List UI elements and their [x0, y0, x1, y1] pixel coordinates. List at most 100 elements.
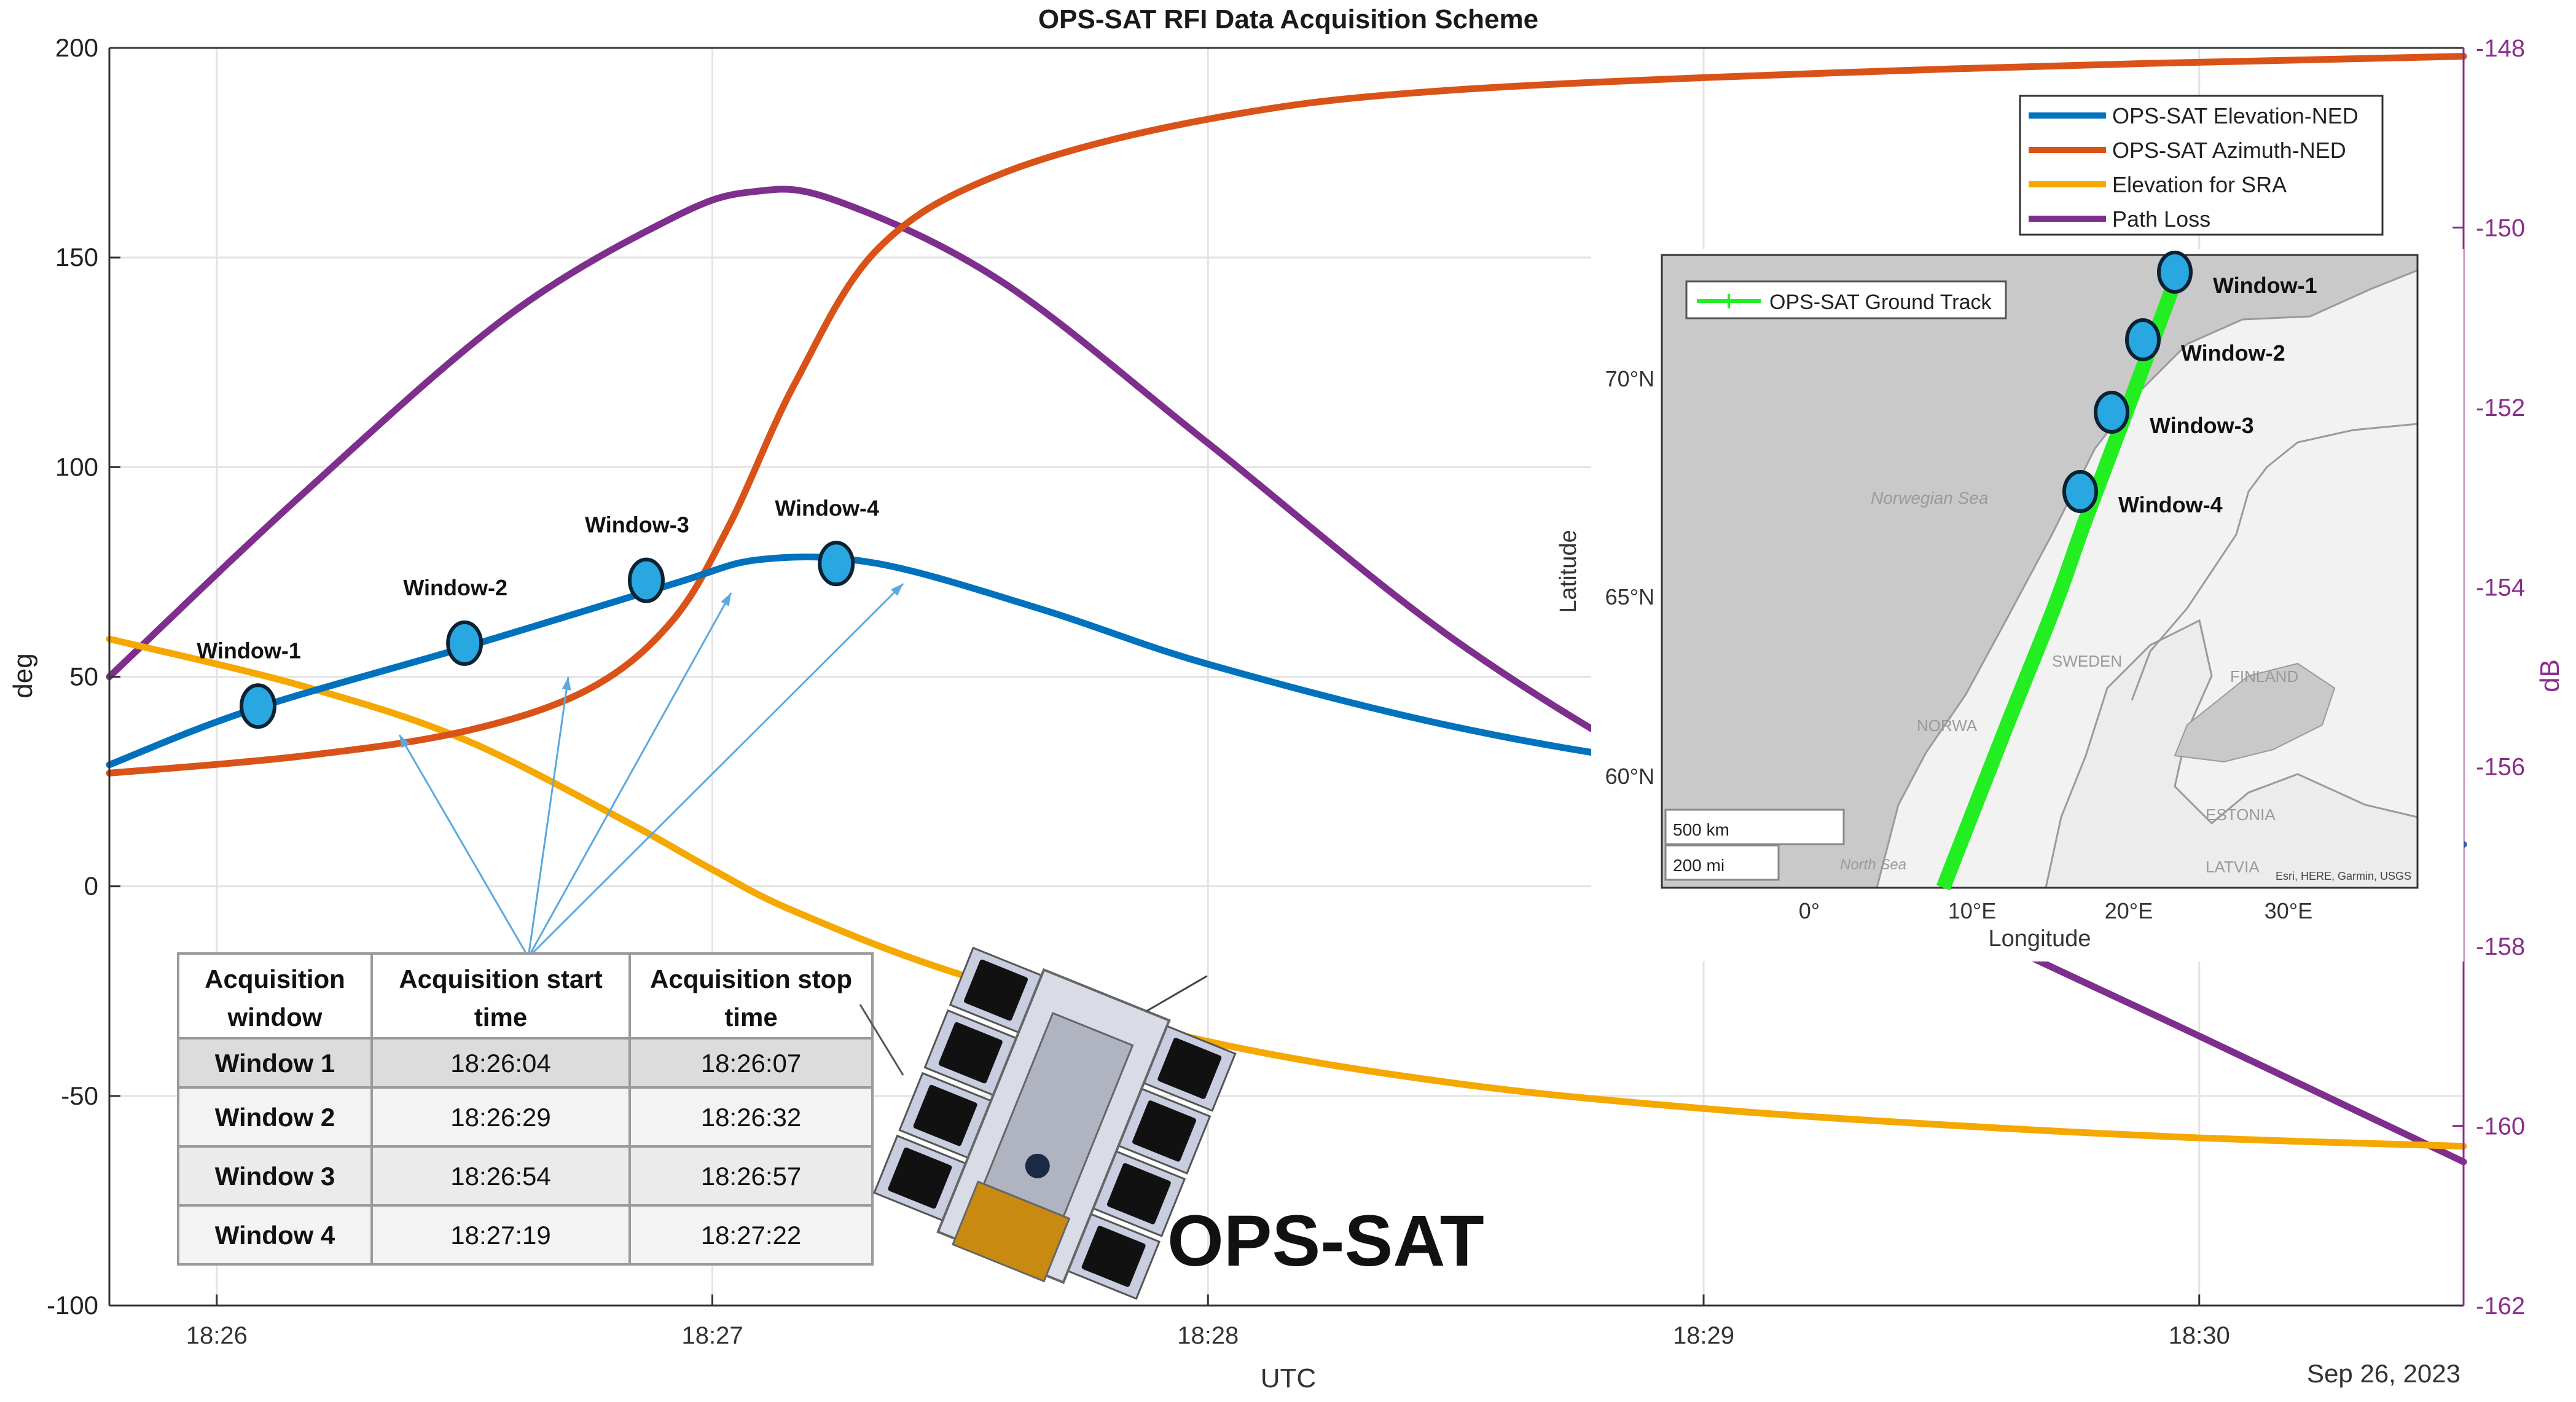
map-legend-label: OPS-SAT Ground Track	[1769, 291, 1992, 314]
legend-box	[2019, 95, 2384, 236]
table-header-text: time	[474, 1003, 527, 1032]
map-place-label: Norwegian Sea	[1871, 488, 1988, 507]
solar-cell	[888, 1147, 952, 1209]
map-attribution: Esri, HERE, Garmin, USGS	[2276, 870, 2411, 882]
acquisition-table: Acquisition window Acquisition start time Ac…	[177, 952, 904, 1266]
table-row-label: Window 2	[215, 1103, 335, 1132]
lat-tick-label: 65°N	[1605, 584, 1654, 609]
y-tick-label: 200	[55, 33, 98, 62]
satellite-label: OPS-SAT	[1167, 1200, 1484, 1282]
table-row-label: Window 4	[215, 1221, 335, 1250]
satellite-illustration	[873, 946, 1237, 1300]
arrow-line	[398, 734, 530, 958]
table-header-text: Acquisition start	[399, 965, 602, 993]
solar-cell	[1081, 1226, 1146, 1287]
lon-tick-label: 30°E	[2265, 898, 2312, 923]
y2-tick-label: -152	[2476, 394, 2525, 421]
lat-tick-label: 60°N	[1605, 764, 1654, 789]
y-tick-label: -100	[47, 1291, 98, 1320]
y2-tick-label: -154	[2476, 574, 2525, 601]
y2-tick-label: -158	[2476, 933, 2525, 960]
map-place-label: North Sea	[1840, 856, 1906, 873]
arrow-head	[891, 584, 903, 596]
y-tick-label: 100	[55, 452, 98, 481]
table-header-text: Acquisition	[205, 965, 345, 993]
map-window-marker	[2157, 251, 2193, 294]
map-land	[1876, 269, 2417, 888]
scale-label-km: 500 km	[1673, 820, 1729, 839]
arrow-head	[562, 677, 571, 691]
map-window-label: Window-3	[2150, 413, 2254, 438]
camera-lens	[1025, 1153, 1050, 1178]
table-header-text: Acquisition stop	[650, 965, 852, 993]
x-tick-label: 18:26	[186, 1322, 248, 1349]
map-window-marker	[2062, 470, 2098, 513]
map-place-label: LATVIA	[2206, 858, 2260, 876]
table-row-label: Window 1	[215, 1049, 335, 1078]
chart-title: OPS-SAT RFI Data Acquisition Scheme	[1038, 4, 1538, 34]
window-marker	[446, 620, 483, 666]
inset-map: 70°N 65°N 60°N 0° 10°E 20°E 30°E Longitude Latit…	[1556, 249, 2464, 961]
x-tick-label: 18:27	[681, 1322, 743, 1349]
map-xlabel: Longitude	[1989, 926, 2091, 952]
axes: 18:26 18:27 18:28 18:29 18:30 -100 -50 0 50 100 15…	[47, 33, 2525, 1349]
series-line-azimuth-ned	[106, 53, 2467, 777]
y-axis-label: deg	[8, 653, 38, 698]
annotations-layer: Window-1 Window-2 Window-3 Window-4	[197, 495, 904, 958]
table-cell-text: 18:26:04	[450, 1049, 551, 1078]
y2-tick-label: -156	[2476, 754, 2525, 781]
satellite-body	[873, 946, 1237, 1300]
map-window-label: Window-1	[2213, 273, 2317, 298]
legend-label: Elevation for SRA	[2112, 172, 2287, 197]
y-tick-label: 150	[55, 243, 98, 272]
scale-bar-km	[1664, 809, 1845, 845]
y-tick-label: 0	[84, 872, 98, 901]
lat-tick-label: 70°N	[1605, 366, 1654, 391]
window-label: Window-2	[403, 575, 507, 600]
lon-tick-label: 0°	[1799, 898, 1820, 923]
solar-cell	[1132, 1100, 1197, 1162]
table-header-text: time	[724, 1003, 777, 1032]
map-place-label: FINLAND	[2230, 667, 2298, 686]
map-window-label: Window-4	[2118, 492, 2223, 517]
scale-bar-mi	[1664, 844, 1780, 881]
legend: OPS-SAT Elevation-NED OPS-SAT Azimuth-NED…	[2019, 95, 2384, 236]
window-marker	[818, 541, 855, 587]
window-label: Window-1	[197, 638, 301, 663]
solar-cell	[1157, 1038, 1222, 1099]
map-window-label: Window-2	[2181, 340, 2285, 366]
map-frame	[1661, 254, 2419, 889]
table-cell-text: 18:26:29	[450, 1103, 551, 1132]
table-cell-text: 18:26:57	[701, 1162, 802, 1191]
lon-tick-label: 20°E	[2105, 898, 2153, 923]
solar-cell	[938, 1022, 1003, 1084]
gulf-water	[2174, 662, 2336, 763]
table-cell-text: 18:27:22	[701, 1221, 802, 1250]
y2-tick-label: -148	[2476, 35, 2525, 62]
solar-cell	[964, 959, 1028, 1021]
antenna	[1146, 975, 1208, 1012]
arrow-head	[721, 593, 731, 606]
map-place-label: ESTONIA	[2206, 805, 2276, 824]
legend-label: OPS-SAT Azimuth-NED	[2112, 138, 2346, 163]
scale-label-mi: 200 mi	[1673, 856, 1725, 875]
land-baltic	[2045, 619, 2417, 888]
x-tick-label: 18:29	[1673, 1322, 1734, 1349]
lon-tick-label: 10°E	[1948, 898, 1996, 923]
ground-track	[1936, 270, 2185, 891]
solar-cell	[913, 1084, 977, 1146]
table-callout-line	[859, 1004, 904, 1076]
map-place-label: SWEDEN	[2052, 652, 2122, 670]
x-tick-label: 18:28	[1177, 1322, 1239, 1349]
map-window-marker	[2094, 391, 2129, 434]
window-label: Window-3	[585, 512, 689, 538]
table-row	[177, 1086, 874, 1148]
table-cell-text: 18:26:07	[701, 1049, 802, 1078]
legend-label: OPS-SAT Elevation-NED	[2112, 103, 2359, 128]
arrow-line	[527, 592, 732, 958]
arrow-head	[399, 735, 410, 748]
window-label: Window-4	[775, 495, 879, 520]
y2-tick-label: -160	[2476, 1113, 2525, 1140]
